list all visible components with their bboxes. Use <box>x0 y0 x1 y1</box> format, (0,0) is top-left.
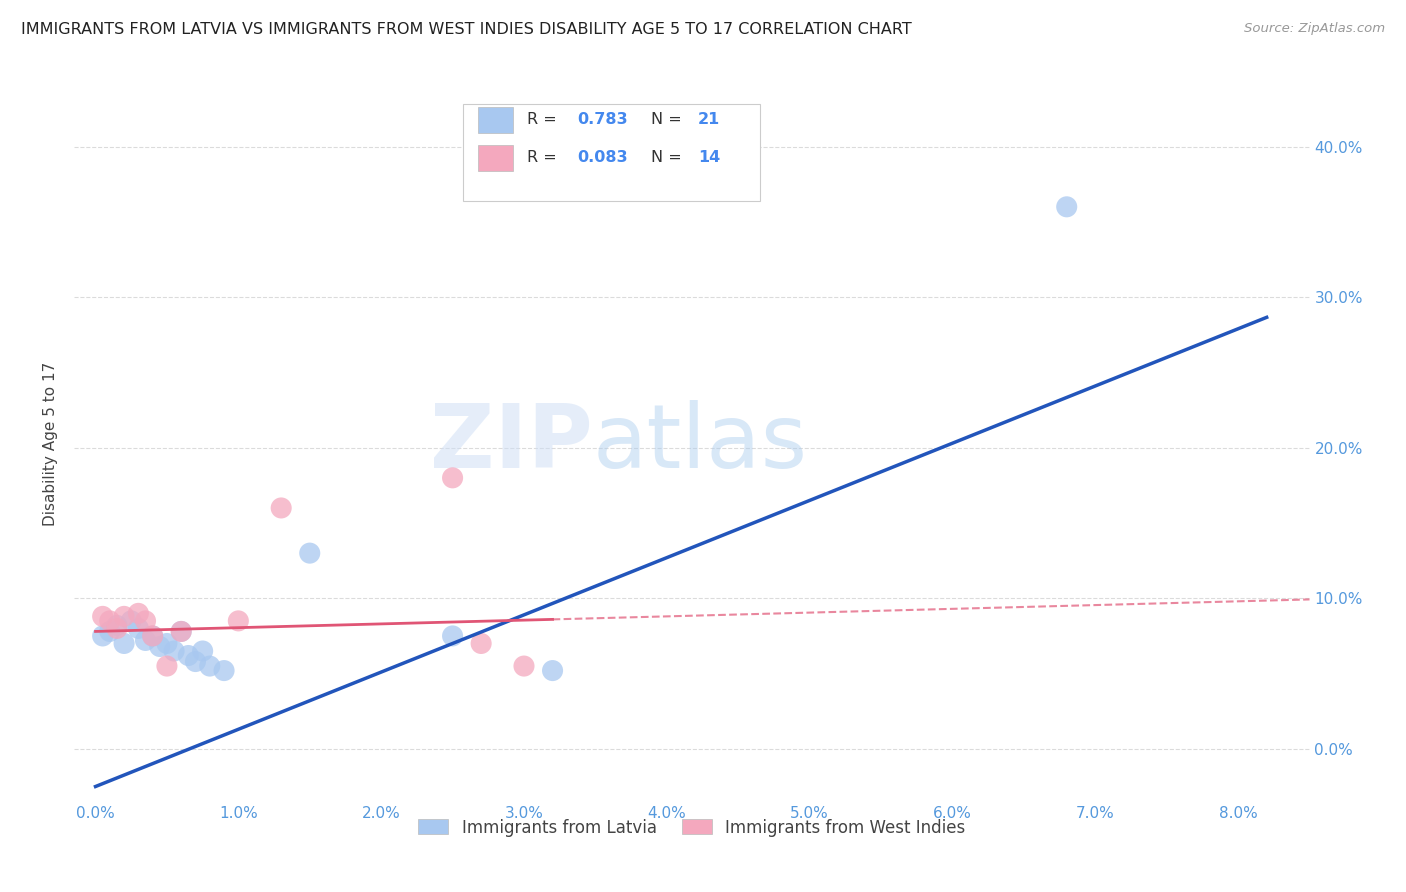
Point <box>98 614 121 628</box>
Text: atlas: atlas <box>593 401 808 487</box>
Point <box>470 636 492 650</box>
Text: Source: ZipAtlas.com: Source: ZipAtlas.com <box>1244 22 1385 36</box>
Point <box>184 655 207 669</box>
Point <box>441 629 464 643</box>
Point <box>91 629 114 643</box>
Point <box>149 640 172 654</box>
Point <box>134 614 156 628</box>
Point <box>134 633 156 648</box>
Point <box>156 636 179 650</box>
Text: ZIP: ZIP <box>430 401 593 487</box>
Point <box>191 644 214 658</box>
Point <box>177 648 200 663</box>
Point <box>298 546 321 560</box>
Text: R =: R = <box>527 150 562 165</box>
Point <box>228 614 250 628</box>
Text: 14: 14 <box>697 150 720 165</box>
Legend: Immigrants from Latvia, Immigrants from West Indies: Immigrants from Latvia, Immigrants from … <box>412 812 972 843</box>
Point <box>163 644 186 658</box>
Bar <box>478 107 513 133</box>
Bar <box>478 145 513 170</box>
FancyBboxPatch shape <box>463 104 759 201</box>
Text: 0.783: 0.783 <box>576 112 627 128</box>
Point <box>198 659 221 673</box>
Point <box>270 500 292 515</box>
Point <box>112 609 135 624</box>
Text: 0.083: 0.083 <box>576 150 627 165</box>
Point <box>91 609 114 624</box>
Point <box>142 629 165 643</box>
Point <box>105 618 128 632</box>
Point <box>513 659 536 673</box>
Point <box>212 664 235 678</box>
Point <box>170 624 193 639</box>
Text: IMMIGRANTS FROM LATVIA VS IMMIGRANTS FROM WEST INDIES DISABILITY AGE 5 TO 17 COR: IMMIGRANTS FROM LATVIA VS IMMIGRANTS FRO… <box>21 22 912 37</box>
Point <box>170 624 193 639</box>
Point <box>112 636 135 650</box>
Point <box>127 607 149 621</box>
Point <box>541 664 564 678</box>
Point <box>120 614 142 628</box>
Text: N =: N = <box>651 150 688 165</box>
Y-axis label: Disability Age 5 to 17: Disability Age 5 to 17 <box>44 362 58 526</box>
Text: R =: R = <box>527 112 562 128</box>
Point <box>156 659 179 673</box>
Point <box>441 471 464 485</box>
Point <box>142 629 165 643</box>
Point <box>98 624 121 639</box>
Text: 21: 21 <box>697 112 720 128</box>
Point <box>127 622 149 636</box>
Point <box>105 622 128 636</box>
Point <box>1056 200 1078 214</box>
Text: N =: N = <box>651 112 688 128</box>
